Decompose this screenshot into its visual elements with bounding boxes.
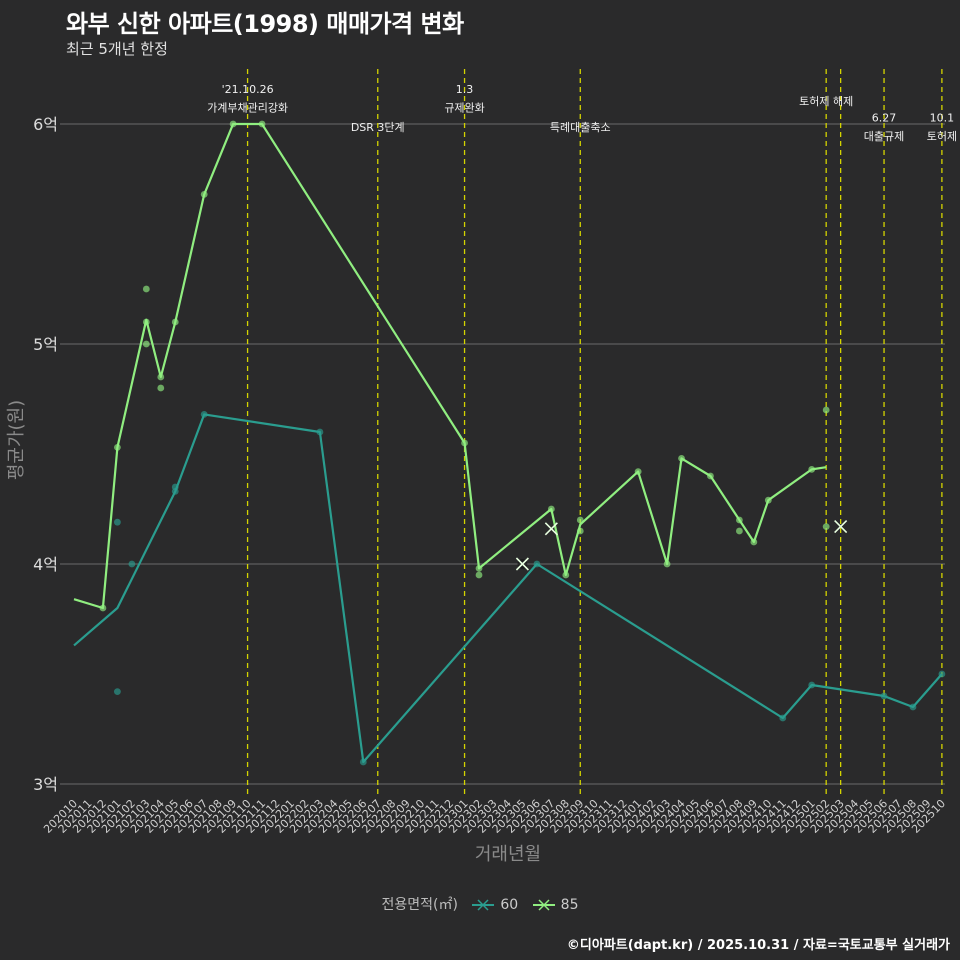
highlight-mark <box>834 520 848 534</box>
event-label-bottom: DSR 3단계 <box>351 121 405 134</box>
data-point <box>822 406 830 414</box>
legend-item-60: 60 <box>470 897 518 913</box>
event-label-bottom: 가계부채관리강화 <box>207 101 288 114</box>
x-axis-ticks: 2020102020112020122021012021022021032021… <box>41 797 948 836</box>
data-point <box>475 571 483 579</box>
highlight-mark <box>544 522 558 536</box>
legend-item-85: 85 <box>531 897 579 913</box>
legend-title: 전용면적(㎡) <box>381 897 458 913</box>
data-point <box>128 560 136 568</box>
data-point <box>142 285 150 293</box>
event-label-top: 10.1 <box>930 111 955 124</box>
event-label-bottom: 토허제 <box>927 130 957 143</box>
series-layer <box>73 120 946 766</box>
source-caption: ©디아파트(dapt.kr) / 2025.10.31 / 자료=국토교통부 실… <box>566 938 950 953</box>
event-label-top: 6.27 <box>872 111 897 124</box>
event-label-bottom: 대출규제 <box>864 130 904 143</box>
x-axis-label: 거래년월 <box>475 844 541 865</box>
legend-label-60: 60 <box>500 897 519 913</box>
event-lines <box>246 69 943 796</box>
y-tick-label: 6억 <box>33 115 58 134</box>
series-60 <box>73 411 946 766</box>
y-tick-label: 5억 <box>33 335 58 354</box>
highlight-mark <box>515 557 529 571</box>
legend-key-60 <box>472 899 495 911</box>
grid-lines <box>60 123 945 785</box>
series-line-85 <box>73 122 827 610</box>
chart-subtitle: 최근 5개년 한정 <box>66 40 168 58</box>
y-tick-label: 3억 <box>33 775 58 794</box>
series-line-60 <box>73 413 943 764</box>
event-label-bottom: 토허제 해제 <box>799 94 853 108</box>
data-point <box>735 527 743 535</box>
data-point <box>157 384 165 392</box>
y-tick-label: 4억 <box>33 555 58 574</box>
y-axis-ticks: 3억 4억 5억 6억 <box>33 115 58 794</box>
series-85 <box>73 120 848 612</box>
legend-key-85 <box>532 899 555 911</box>
event-label-bottom: 규제완화 <box>444 101 484 114</box>
data-point <box>113 688 121 695</box>
chart-title: 와부 신한 아파트(1998) 매매가격 변화 <box>66 10 464 38</box>
data-point <box>822 523 830 530</box>
legend: 전용면적(㎡) 60 85 <box>0 894 960 914</box>
event-label-top: '21.10.26 <box>222 83 274 96</box>
event-label-bottom: 특례대출축소 <box>550 121 611 134</box>
y-axis-label: 평균가(원) <box>6 400 27 480</box>
legend-label-85: 85 <box>560 897 579 913</box>
data-point <box>142 340 150 348</box>
event-label-top: 1.3 <box>456 83 474 96</box>
data-point <box>113 518 121 526</box>
